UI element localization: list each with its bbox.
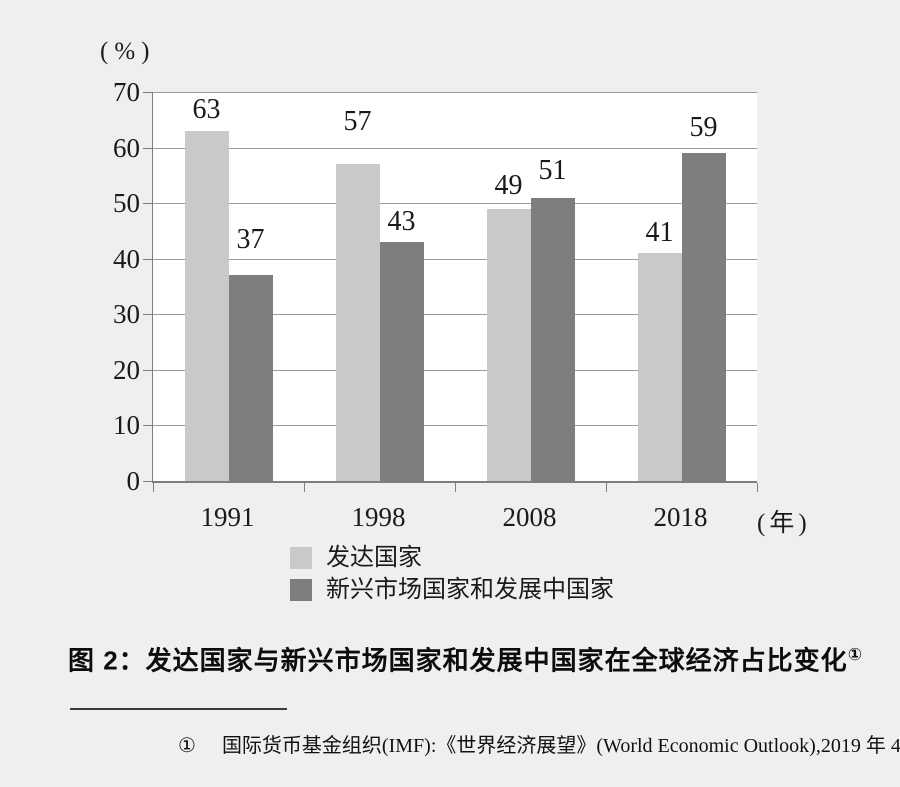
value-label: 37: [236, 224, 265, 256]
legend-swatch-icon: [290, 547, 312, 569]
value-label: 59: [689, 112, 718, 144]
x-axis-tick: [757, 483, 758, 492]
value-label: 51: [538, 154, 567, 186]
bar-emerging-2018: [681, 153, 726, 481]
bar-developed-1991: [184, 130, 229, 481]
gridline: [153, 258, 757, 260]
y-axis-tick: [143, 92, 152, 93]
y-axis-label: 70: [113, 77, 140, 107]
y-axis-label: 10: [113, 410, 140, 441]
y-axis-unit-label: (%): [100, 38, 156, 65]
legend-label: 新兴市场国家和发展中国家: [326, 577, 614, 603]
y-axis-label: 30: [113, 299, 140, 330]
y-axis-tick: [143, 314, 152, 316]
footnote: ① 国际货币基金组织(IMF):《世界经济展望》(World Economic O…: [178, 734, 900, 758]
y-axis-tick: [143, 147, 152, 149]
x-axis-tick: [455, 483, 456, 492]
bar-emerging-2008: [530, 197, 575, 481]
gridline: [153, 203, 757, 205]
x-axis-label: 2018: [653, 502, 708, 532]
gridline: [153, 147, 757, 149]
y-axis-label: 40: [113, 243, 140, 274]
y-axis-label: 20: [113, 354, 140, 385]
footnote-text: 国际货币基金组织(IMF):《世界经济展望》(World Economic Ou…: [221, 735, 900, 757]
footnote-rule: [70, 708, 287, 710]
y-axis-tick: [143, 425, 152, 427]
bar-emerging-1991: [228, 275, 273, 481]
x-axis-unit-label: (年): [757, 510, 811, 537]
footnote-marker: ①: [178, 735, 196, 757]
x-axis-tick: [606, 483, 607, 492]
legend: 发达国家新兴市场国家和发展中国家: [290, 545, 614, 611]
x-axis-label: 2008: [502, 502, 557, 532]
legend-label: 发达国家: [326, 545, 422, 571]
bar-emerging-1998: [379, 242, 424, 481]
y-axis-tick: [143, 481, 152, 482]
x-axis-label: 1991: [200, 502, 255, 532]
y-axis-label: 50: [113, 188, 140, 219]
plot-area: 63 57 49 41 37 43 51 59: [143, 92, 758, 492]
y-axis-label: 0: [126, 466, 141, 496]
gridline: [153, 369, 757, 371]
x-axis-label: 1998: [351, 502, 406, 532]
legend-swatch-icon: [290, 579, 312, 601]
value-label: 49: [494, 169, 523, 201]
value-label: 43: [387, 206, 416, 238]
figure-caption-text: 图 2：发达国家与新兴市场国家和发展中国家在全球经济占比变化: [68, 645, 848, 676]
y-axis-tick: [143, 258, 152, 260]
legend-item: 新兴市场国家和发展中国家: [290, 577, 614, 603]
y-axis-tick: [143, 203, 152, 205]
caption-footnote-ref: ①: [847, 645, 863, 664]
x-axis-tick: [153, 483, 154, 492]
bar-developed-2008: [486, 208, 531, 481]
legend-item: 发达国家: [290, 545, 614, 571]
gridline: [153, 314, 757, 316]
gridline: [153, 425, 757, 427]
y-axis-tick: [143, 369, 152, 371]
value-label: 63: [192, 93, 221, 125]
bar-developed-2018: [637, 253, 682, 481]
gridline: [153, 92, 757, 93]
x-axis-tick: [304, 483, 305, 492]
value-label: 41: [645, 217, 674, 249]
bar-developed-1998: [335, 164, 380, 481]
y-axis-label: 60: [113, 132, 140, 163]
figure-caption: 图 2：发达国家与新兴市场国家和发展中国家在全球经济占比变化①: [68, 640, 868, 676]
value-label: 57: [343, 106, 372, 138]
